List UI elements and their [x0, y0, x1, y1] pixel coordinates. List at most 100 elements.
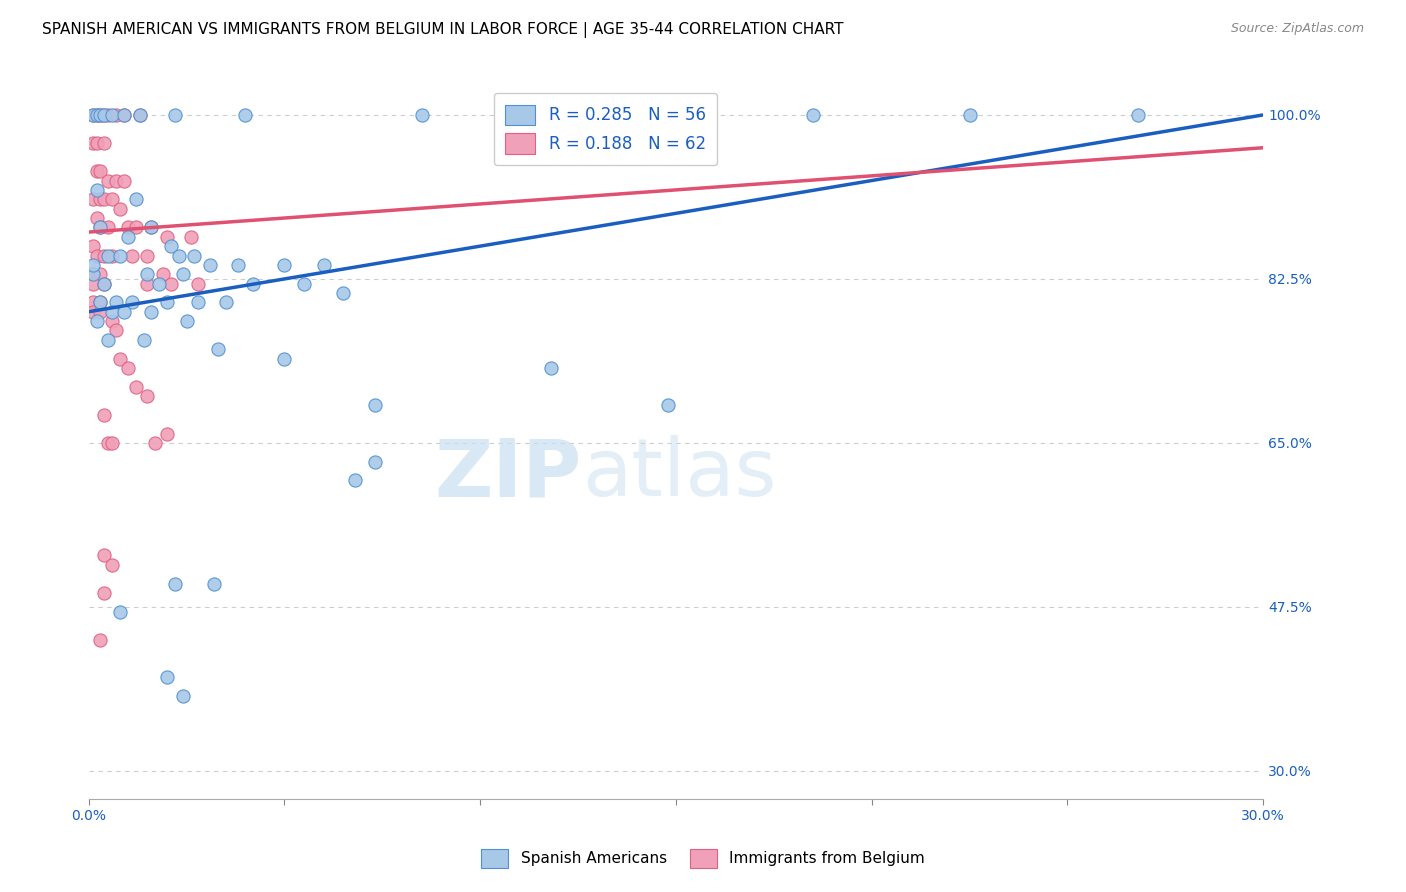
- Point: [86, 136, 108, 150]
- Point: [82, 258, 104, 272]
- Point: [93, 277, 115, 291]
- Point: [292, 277, 315, 291]
- Point: [108, 351, 131, 366]
- Point: [101, 558, 124, 572]
- Point: [89, 108, 111, 122]
- Point: [657, 399, 679, 413]
- Point: [187, 277, 209, 291]
- Point: [82, 108, 104, 122]
- Point: [242, 277, 264, 291]
- Point: [105, 173, 128, 187]
- Point: [132, 333, 155, 347]
- Point: [801, 108, 824, 122]
- Point: [86, 183, 108, 197]
- Point: [101, 248, 124, 262]
- Point: [128, 108, 150, 122]
- Point: [959, 108, 981, 122]
- Point: [89, 304, 111, 318]
- Point: [97, 173, 120, 187]
- Point: [117, 220, 139, 235]
- Point: [97, 108, 120, 122]
- Point: [540, 361, 562, 376]
- Point: [141, 220, 163, 235]
- Point: [101, 436, 124, 450]
- Point: [86, 211, 108, 225]
- Point: [148, 277, 170, 291]
- Point: [160, 239, 183, 253]
- Point: [273, 258, 295, 272]
- Point: [82, 192, 104, 206]
- Point: [156, 295, 179, 310]
- Point: [82, 295, 104, 310]
- Point: [93, 108, 115, 122]
- Point: [156, 670, 179, 684]
- Point: [82, 267, 104, 281]
- Point: [141, 220, 163, 235]
- Point: [273, 351, 295, 366]
- Point: [93, 192, 115, 206]
- Point: [101, 192, 124, 206]
- Point: [112, 304, 135, 318]
- Point: [233, 108, 256, 122]
- Point: [202, 576, 225, 591]
- Point: [112, 108, 135, 122]
- Point: [136, 389, 159, 403]
- Point: [97, 333, 120, 347]
- Point: [97, 220, 120, 235]
- Point: [112, 108, 135, 122]
- Legend: Spanish Americans, Immigrants from Belgium: Spanish Americans, Immigrants from Belgi…: [468, 837, 938, 880]
- Point: [93, 549, 115, 563]
- Point: [82, 277, 104, 291]
- Point: [101, 314, 124, 328]
- Point: [89, 220, 111, 235]
- Point: [89, 295, 111, 310]
- Point: [93, 248, 115, 262]
- Point: [89, 267, 111, 281]
- Point: [163, 108, 186, 122]
- Point: [108, 605, 131, 619]
- Point: [156, 426, 179, 441]
- Point: [89, 164, 111, 178]
- Point: [207, 343, 229, 357]
- Point: [136, 277, 159, 291]
- Point: [112, 173, 135, 187]
- Point: [93, 408, 115, 422]
- Point: [411, 108, 433, 122]
- Point: [183, 248, 205, 262]
- Point: [215, 295, 238, 310]
- Point: [128, 108, 150, 122]
- Point: [198, 258, 221, 272]
- Point: [172, 689, 194, 703]
- Point: [93, 277, 115, 291]
- Point: [82, 108, 104, 122]
- Point: [167, 248, 190, 262]
- Text: SPANISH AMERICAN VS IMMIGRANTS FROM BELGIUM IN LABOR FORCE | AGE 35-44 CORRELATI: SPANISH AMERICAN VS IMMIGRANTS FROM BELG…: [42, 22, 844, 38]
- Point: [86, 314, 108, 328]
- Point: [343, 474, 366, 488]
- Point: [163, 576, 186, 591]
- Point: [86, 108, 108, 122]
- Point: [125, 192, 148, 206]
- Point: [108, 248, 131, 262]
- Point: [86, 108, 108, 122]
- Point: [93, 136, 115, 150]
- Point: [82, 304, 104, 318]
- Point: [89, 108, 111, 122]
- Point: [136, 248, 159, 262]
- Point: [117, 229, 139, 244]
- Point: [105, 295, 128, 310]
- Point: [82, 267, 104, 281]
- Point: [117, 361, 139, 376]
- Point: [89, 220, 111, 235]
- Point: [136, 267, 159, 281]
- Point: [141, 304, 163, 318]
- Text: ZIP: ZIP: [434, 435, 582, 513]
- Point: [312, 258, 335, 272]
- Point: [89, 632, 111, 647]
- Point: [187, 295, 209, 310]
- Point: [125, 380, 148, 394]
- Point: [172, 267, 194, 281]
- Point: [121, 295, 143, 310]
- Point: [152, 267, 174, 281]
- Point: [105, 108, 128, 122]
